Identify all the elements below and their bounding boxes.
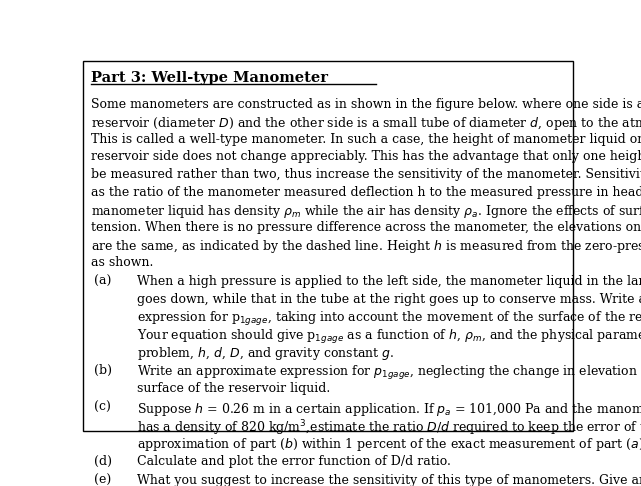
Text: Part 3: Well-type Manometer: Part 3: Well-type Manometer xyxy=(91,71,328,86)
Text: as shown.: as shown. xyxy=(91,256,153,269)
Text: Suppose $h$ = 0.26 m in a certain application. If $p_a$ = 101,000 Pa and the man: Suppose $h$ = 0.26 m in a certain applic… xyxy=(137,401,641,418)
Text: Calculate and plot the error function of D/d ratio.: Calculate and plot the error function of… xyxy=(137,455,451,469)
Text: reservoir (diameter $D$) and the other side is a small tube of diameter $d$, ope: reservoir (diameter $D$) and the other s… xyxy=(91,115,641,132)
Text: Some manometers are constructed as in shown in the figure below. where one side : Some manometers are constructed as in sh… xyxy=(91,98,641,111)
Text: Write an approximate expression for $p_{1gage}$, neglecting the change in elevat: Write an approximate expression for $p_{… xyxy=(137,364,641,382)
Text: (a): (a) xyxy=(94,275,112,288)
Text: reservoir side does not change appreciably. This has the advantage that only one: reservoir side does not change appreciab… xyxy=(91,150,641,163)
Text: When a high pressure is applied to the left side, the manometer liquid in the la: When a high pressure is applied to the l… xyxy=(137,275,641,288)
Text: has a density of 820 kg/m$^3$,estimate the ratio $D/d$ required to keep the erro: has a density of 820 kg/m$^3$,estimate t… xyxy=(137,419,641,438)
Text: goes down, while that in the tube at the right goes up to conserve mass. Write a: goes down, while that in the tube at the… xyxy=(137,293,641,306)
Text: (b): (b) xyxy=(94,364,112,378)
Text: (e): (e) xyxy=(94,474,112,486)
Text: be measured rather than two, thus increase the sensitivity of the manometer. Sen: be measured rather than two, thus increa… xyxy=(91,168,641,181)
Text: expression for p$_{1gage}$, taking into account the movement of the surface of t: expression for p$_{1gage}$, taking into … xyxy=(137,310,641,328)
Text: tension. When there is no pressure difference across the manometer, the elevatio: tension. When there is no pressure diffe… xyxy=(91,221,641,234)
Text: This is called a well-type manometer. In such a case, the height of manometer li: This is called a well-type manometer. In… xyxy=(91,133,641,146)
Text: manometer liquid has density $\rho_m$ while the air has density $\rho_a$. Ignore: manometer liquid has density $\rho_m$ wh… xyxy=(91,203,641,220)
Text: problem, $h$, $d$, $D$, and gravity constant $g$.: problem, $h$, $d$, $D$, and gravity cons… xyxy=(137,346,394,363)
Text: (c): (c) xyxy=(94,401,111,414)
Text: as the ratio of the manometer measured deflection h to the measured pressure in : as the ratio of the manometer measured d… xyxy=(91,186,641,199)
Text: What you suggest to increase the sensitivity of this type of manometers. Give an: What you suggest to increase the sensiti… xyxy=(137,474,641,486)
Text: Your equation should give p$_{1gage}$ as a function of $h$, $\rho_m$, and the ph: Your equation should give p$_{1gage}$ as… xyxy=(137,328,641,346)
Text: are the same, as indicated by the dashed line. Height $h$ is measured from the z: are the same, as indicated by the dashed… xyxy=(91,238,641,255)
Text: approximation of part ($b$) within 1 percent of the exact measurement of part ($: approximation of part ($b$) within 1 per… xyxy=(137,436,641,453)
Text: surface of the reservoir liquid.: surface of the reservoir liquid. xyxy=(137,382,331,395)
Text: (d): (d) xyxy=(94,455,112,469)
